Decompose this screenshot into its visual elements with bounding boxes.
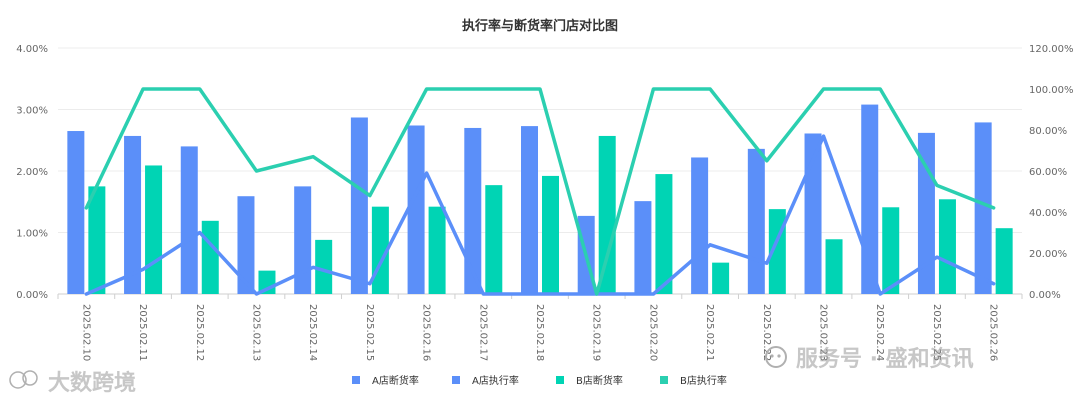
legend-swatch [452,376,460,384]
left-tick-label: 0.00% [16,290,48,301]
right-tick-label: 100.00% [1029,85,1074,96]
legend-swatch [660,376,668,384]
bar [995,228,1013,294]
bar [825,239,843,294]
x-tick-label: 2025.02.12 [194,304,205,361]
legend-label[interactable]: A店断货率 [372,374,419,387]
x-tick-label: 2025.02.26 [988,304,999,361]
x-tick-label: 2025.02.11 [137,304,148,361]
right-tick-label: 80.00% [1029,126,1067,137]
right-tick-label: 60.00% [1029,167,1067,178]
line-series [84,87,996,296]
watermark-left: 大数跨境 [48,370,136,396]
bar [428,206,446,294]
bar [124,135,142,294]
x-tick-label: 2025.02.15 [364,304,375,361]
bar [521,126,538,294]
watermark-right: 服务号 · 盛和资讯 [796,346,974,372]
legend-label[interactable]: A店执行率 [472,374,519,387]
bar [691,157,709,294]
watermarks: 大数跨境 服务号 · 盛和资讯 [9,346,974,396]
x-tick-label: 2025.02.13 [250,304,261,361]
bar [598,135,616,294]
series-line [84,134,996,296]
legend-label[interactable]: B店执行率 [680,374,727,387]
x-tick-label: 2025.02.25 [931,304,942,361]
bar [145,165,163,294]
bar [201,220,219,294]
x-tick-label: 2025.02.16 [421,304,432,361]
bar [861,104,879,294]
legend-swatch [352,376,360,384]
bar [294,186,312,294]
bar [938,199,956,294]
bar [712,262,730,294]
x-tick-label: 2025.02.20 [647,304,658,361]
bar [804,133,822,294]
bar [485,185,503,294]
right-tick-label: 40.00% [1029,208,1067,219]
right-tick-label: 20.00% [1029,249,1067,260]
bar [974,122,992,294]
bar [542,175,559,294]
right-axis: 0.00% 20.00% 40.00% 60.00% 80.00% 100.00% 120.… [1029,44,1074,301]
x-tick-label: 2025.02.19 [591,304,602,361]
left-tick-label: 4.00% [16,44,48,55]
bar [464,127,482,294]
x-tick-label: 2025.02.24 [874,304,885,361]
x-tick-label: 2025.02.21 [704,304,715,361]
right-tick-label: 0.00% [1029,290,1061,301]
watermark-logo-right [765,346,787,368]
x-tick-label: 2025.02.18 [534,304,545,361]
left-tick-label: 3.00% [16,106,48,117]
bar [237,196,255,294]
left-tick-label: 1.00% [16,229,48,240]
bar [350,117,368,295]
legend-swatch [556,376,564,384]
bar [407,125,425,295]
bar [747,148,765,294]
x-axis: 2025.02.10 2025.02.11 2025.02.12 2025.02.13… [57,294,1023,361]
bar [180,146,198,294]
left-tick-label: 2.00% [16,167,48,178]
x-tick-label: 2025.02.17 [477,304,488,361]
x-tick-label: 2025.02.23 [818,304,829,361]
chart-title: 执行率与断货率门店对比图 [462,18,618,34]
left-axis: 0.00% 1.00% 2.00% 3.00% 4.00% [16,44,48,301]
bar [88,186,106,294]
x-tick-label: 2025.02.22 [761,304,772,361]
bar [315,239,333,294]
legend-label[interactable]: B店断货率 [576,374,623,387]
series-line [84,87,996,296]
bar [655,174,673,294]
legend[interactable]: A店断货率 A店执行率 B店断货率 B店执行率 [352,374,727,387]
right-tick-label: 120.00% [1029,44,1074,55]
bar [882,207,900,294]
bar [67,131,85,294]
x-tick-label: 2025.02.14 [307,304,318,361]
bar [634,201,652,294]
watermark-logo-left [9,370,38,389]
x-tick-label: 2025.02.10 [80,304,91,361]
